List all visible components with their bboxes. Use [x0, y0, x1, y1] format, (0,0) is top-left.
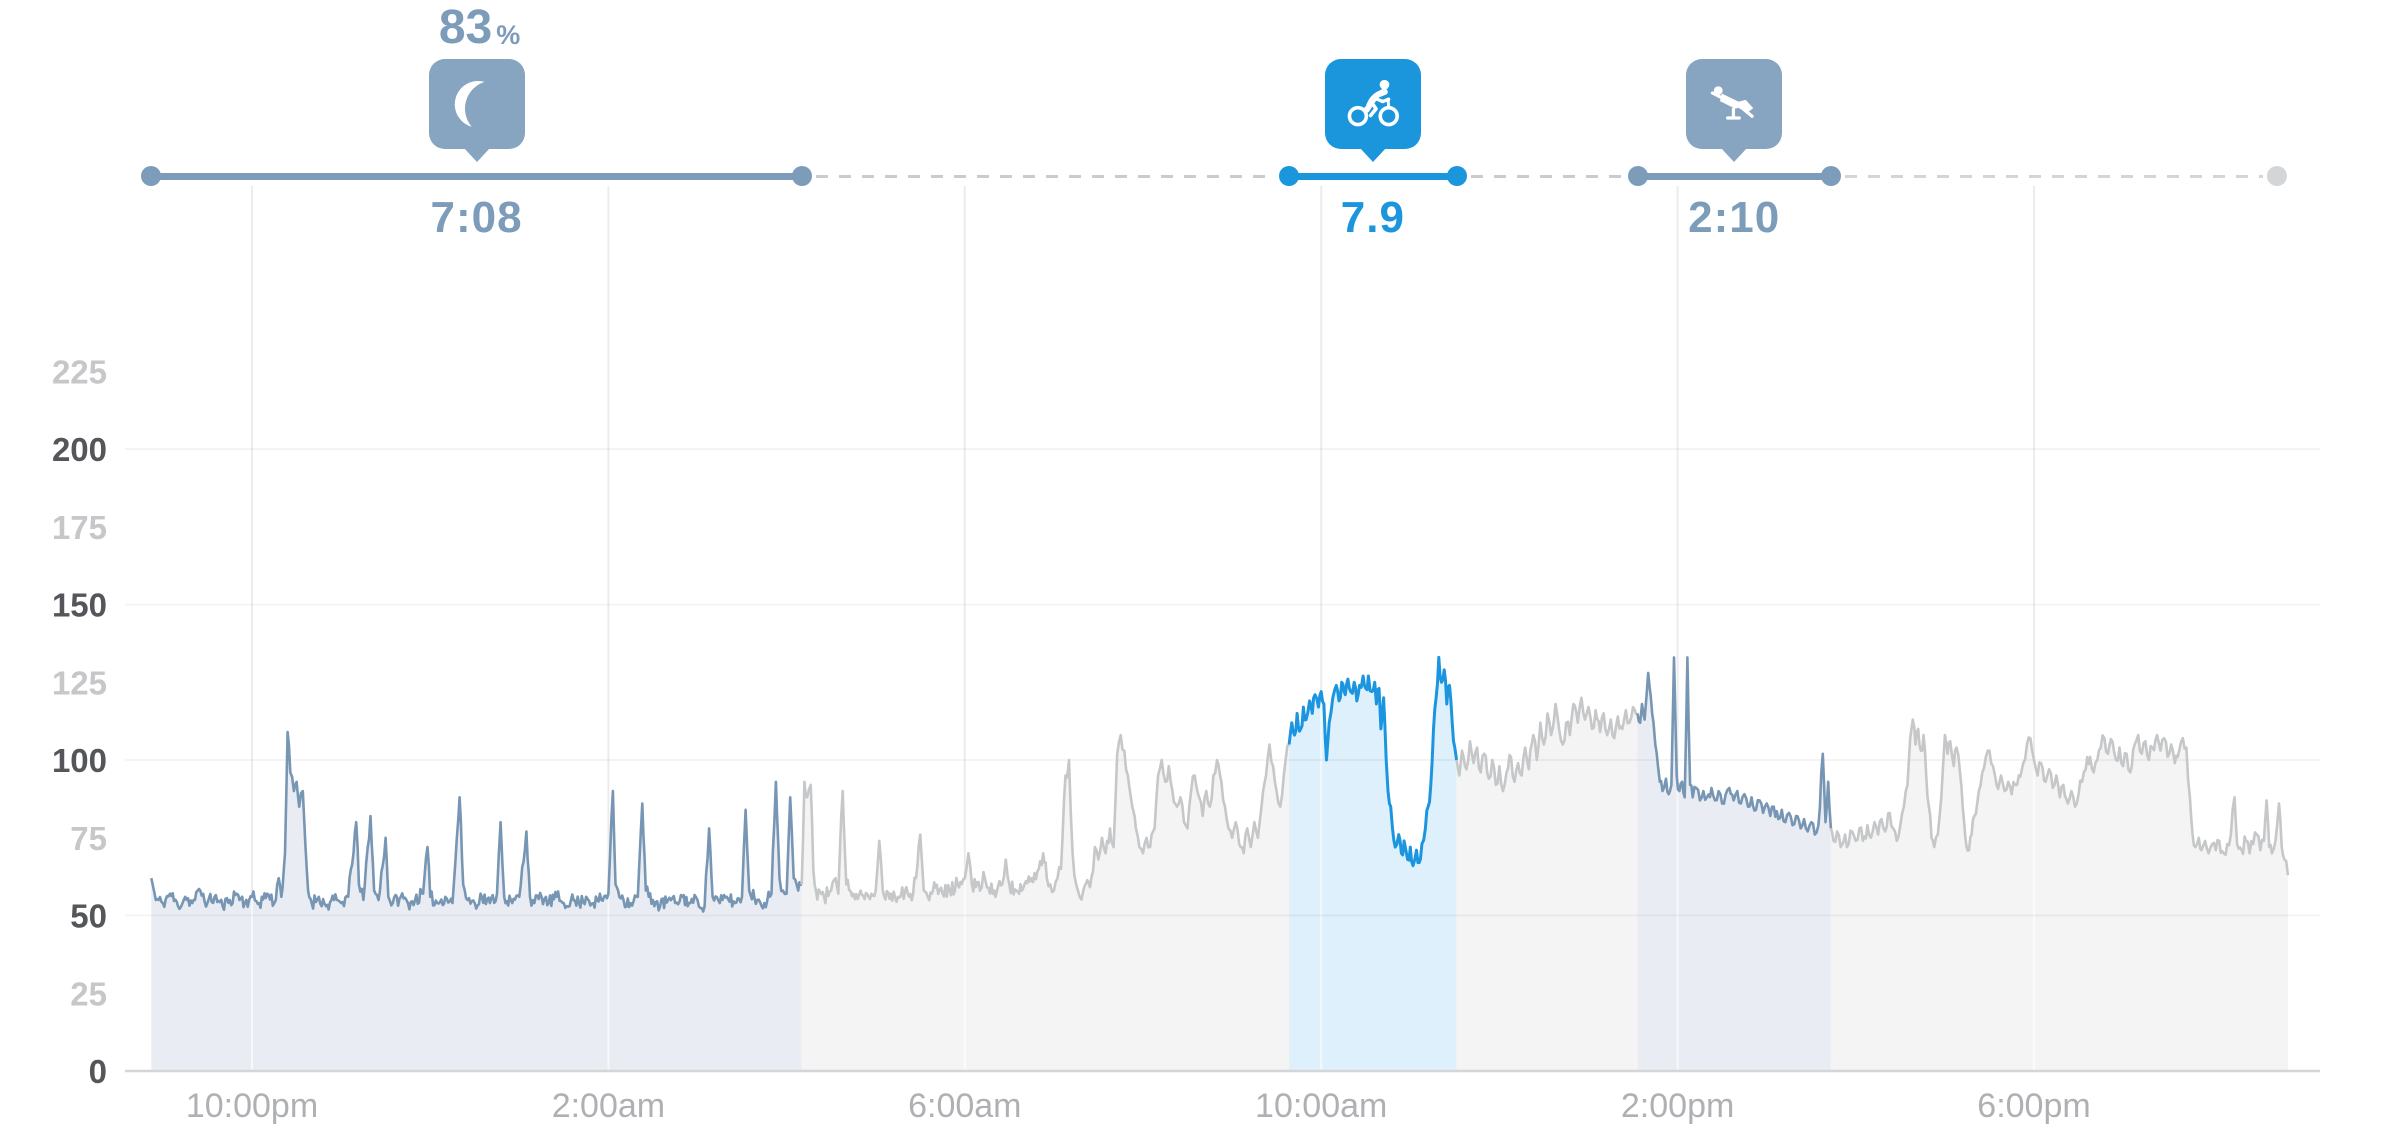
sleep-score-value: 83 — [438, 1, 493, 54]
rest-badge[interactable] — [1686, 59, 1783, 149]
hr-line-sleep — [150, 730, 803, 913]
series-fills — [151, 657, 2288, 1071]
gridline-highlights — [251, 693, 2035, 1071]
y-tick-label: 75 — [70, 820, 107, 857]
y-tick-label: 150 — [52, 587, 107, 624]
x-tick-label: 6:00am — [908, 1087, 1021, 1125]
rest-segment-bar[interactable] — [1637, 173, 1831, 180]
activity-badge[interactable] — [1324, 59, 1421, 149]
y-tick-label: 200 — [52, 431, 107, 468]
activity-value-label: 7.9 — [1340, 193, 1405, 242]
sleep-score-label: 83 % — [350, 4, 610, 52]
x-tick-label: 6:00pm — [1977, 1087, 2090, 1125]
x-axis-labels: 10:00pm 2:00am 6:00am 10:00am 2:00pm 6:00pm — [186, 1087, 2091, 1125]
sleep-duration-label: 7:08 — [430, 193, 523, 242]
activity-segment-bar[interactable] — [1289, 173, 1457, 180]
hr-line-midday — [1455, 696, 1638, 793]
timeline-gap-dash — [1844, 175, 2264, 178]
x-tick-label: 2:00pm — [1621, 1087, 1734, 1125]
timeline-gap-dash — [1470, 175, 1624, 178]
x-tick-label: 10:00pm — [186, 1087, 318, 1125]
cycling-icon — [1347, 79, 1399, 127]
y-tick-label: 225 — [52, 353, 107, 390]
moon-icon — [454, 81, 485, 127]
hr-fill-cycling — [1289, 657, 1457, 1071]
y-tick-label: 125 — [52, 664, 107, 701]
sleep-start-dot[interactable] — [141, 166, 162, 186]
sleep-badge[interactable] — [428, 59, 525, 149]
y-tick-label: 100 — [52, 742, 107, 779]
rest-end-dot[interactable] — [1820, 166, 1841, 186]
hr-fill-sleep — [151, 732, 802, 1071]
y-axis-labels: 0 25 50 75 100 125 150 175 200 225 — [52, 353, 107, 1090]
activity-end-dot[interactable] — [1446, 166, 1467, 186]
rest-duration-label: 2:10 — [1688, 193, 1781, 242]
y-tick-label: 50 — [70, 898, 107, 935]
hr-line-evening — [1829, 718, 2290, 876]
y-tick-label: 0 — [89, 1053, 107, 1090]
timeline-gap-dash — [815, 175, 1276, 178]
hr-fill-morning — [801, 735, 1290, 1071]
sleep-end-dot[interactable] — [791, 166, 812, 186]
rest-start-dot[interactable] — [1627, 166, 1648, 186]
y-tick-label: 175 — [52, 509, 107, 546]
series-lines — [150, 655, 2290, 913]
sleep-score-unit: % — [496, 20, 521, 50]
hr-line-rest — [1636, 656, 1833, 836]
hr-line-morning — [800, 733, 1290, 905]
x-tick-label: 10:00am — [1255, 1087, 1387, 1125]
x-tick-label: 2:00am — [552, 1087, 665, 1125]
sleep-segment-bar[interactable] — [151, 173, 802, 180]
recliner-icon — [1710, 86, 1754, 120]
y-tick-label: 25 — [70, 975, 107, 1012]
hr-line-cycling — [1287, 655, 1459, 868]
timeline-end-dot — [2267, 166, 2288, 186]
hr-fill-evening — [1830, 719, 2288, 1071]
hr-fill-rest — [1637, 657, 1831, 1071]
activity-start-dot[interactable] — [1279, 166, 1300, 186]
